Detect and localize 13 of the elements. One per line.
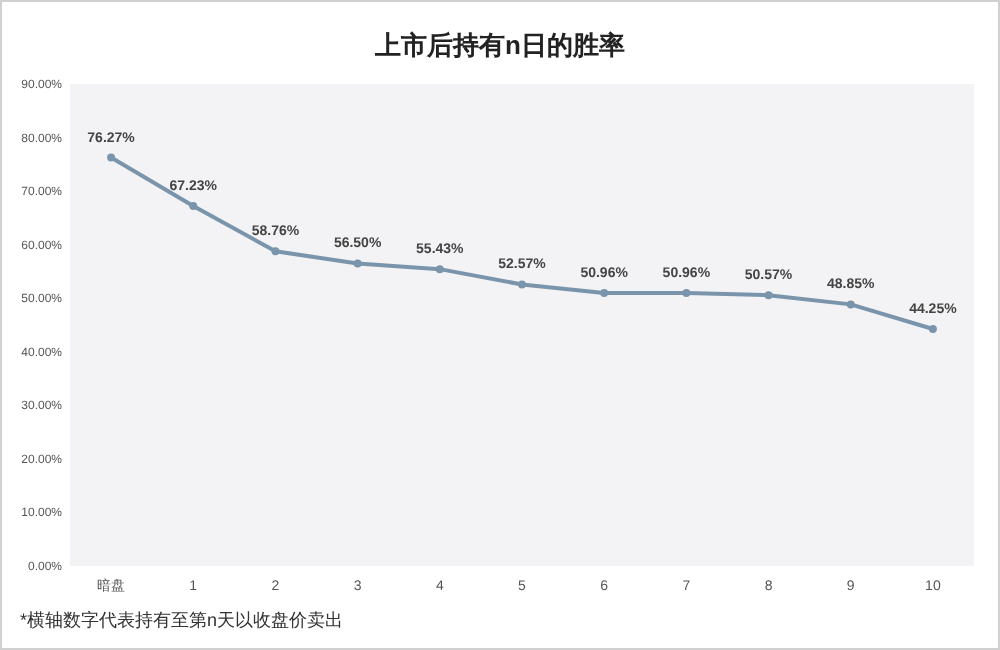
point — [518, 280, 526, 289]
chart-title: 上市后持有n日的胜率 — [373, 30, 625, 60]
point — [189, 201, 198, 210]
point — [271, 247, 280, 256]
text: *横轴数字代表持有至第n天以收盘价卖出 — [20, 610, 344, 630]
point — [435, 265, 444, 274]
point — [600, 289, 609, 298]
point — [682, 289, 691, 298]
point — [764, 291, 773, 300]
point — [353, 259, 362, 268]
point — [107, 153, 116, 162]
point — [928, 325, 937, 334]
point — [846, 300, 855, 309]
